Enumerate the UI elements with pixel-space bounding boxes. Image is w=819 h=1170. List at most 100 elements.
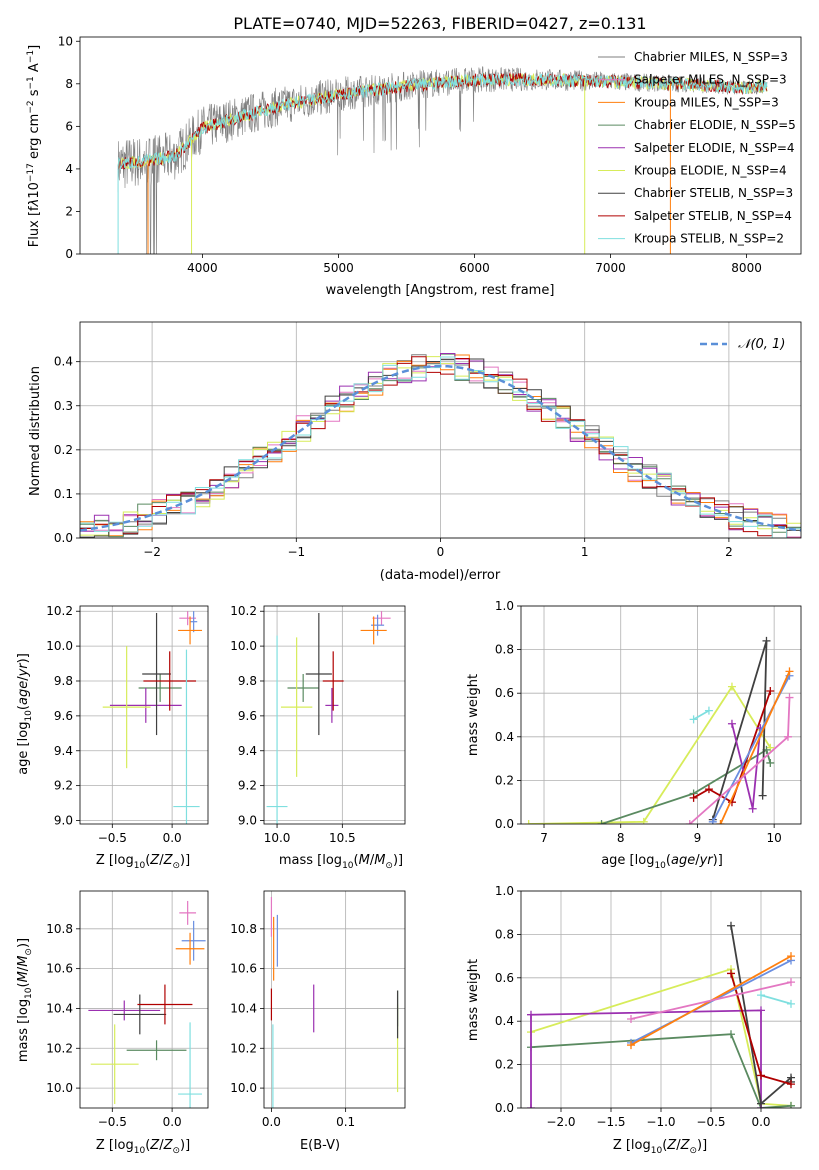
weight-marker: [757, 1071, 765, 1080]
y-tick-label: 9.0: [54, 814, 73, 828]
gauss-legend: 𝒩(0, 1): [700, 337, 785, 352]
errorbar-point: [138, 674, 182, 702]
y-tick-label: 0.1: [54, 487, 73, 501]
weight-marker: [758, 791, 767, 800]
x-tick-label: 7: [540, 831, 548, 845]
axes-frame: [79, 605, 209, 825]
x-tick-label: 2: [725, 545, 733, 559]
y-tick-label: 10.2: [46, 1041, 73, 1055]
errorbar-point: [126, 1040, 187, 1061]
weight-vs-age-panel: 7 8 9 10 0.0 0.2 0.4 0.6 0.8 1.0: [495, 599, 802, 845]
x-tick-label: −1.5: [596, 1115, 625, 1129]
y-tick-label: 0.0: [495, 817, 514, 831]
y-tick-label: 10.6: [230, 962, 257, 976]
axes-frame: [79, 890, 209, 1109]
x-tick-label: 7000: [595, 261, 626, 275]
figure-title: PLATE=0740, MJD=52263, FIBERID=0427, z=0…: [233, 14, 646, 33]
y-tick-label: 0.6: [495, 971, 514, 985]
weight-marker: [527, 1104, 535, 1108]
weight-marker: [766, 758, 775, 767]
weight-vs-metallicity-ylabel: mass weight: [466, 959, 481, 1041]
y-tick-label: 10.0: [46, 639, 73, 653]
plot-area: [88, 900, 206, 1108]
weight-vs-age-ylabel: mass weight: [466, 674, 481, 756]
model-spectrum: [117, 72, 768, 171]
y-tick-label: 10.0: [230, 1081, 257, 1095]
x-tick-label: 6000: [459, 261, 490, 275]
weight-marker: [716, 820, 725, 824]
errorbar-point: [178, 616, 203, 645]
x-tick-label: 8: [617, 831, 625, 845]
y-tick-label: 0.2: [495, 1058, 514, 1072]
errorbar-point: [360, 616, 387, 645]
plot-area: [270, 896, 399, 1108]
y-tick-label: 0.0: [54, 531, 73, 545]
x-tick-label: 5000: [323, 261, 354, 275]
errorbar-point: [143, 651, 197, 711]
y-tick-label: 10.2: [230, 1041, 257, 1055]
weight-vs-metallicity-xlabel: Z [log10(Z/Z⊙)]: [613, 1138, 707, 1156]
weight-marker: [727, 682, 736, 691]
plot-area: [102, 611, 203, 824]
y-tick-label: 10: [58, 34, 73, 48]
x-tick-label: 0.0: [163, 831, 182, 845]
gauss-legend-label: 𝒩(0, 1): [738, 337, 785, 352]
errorbar-point: [372, 611, 391, 626]
residual-ylabel: Normed distribution: [28, 366, 43, 496]
gaussian-curve: [80, 364, 801, 532]
axes-frame: [520, 890, 802, 1109]
spectrum-ylabel: Flux [fλ10−17 erg cm−2 s−1 A−1]: [26, 45, 42, 247]
errorbar-point: [179, 900, 197, 925]
plot-area: [80, 353, 801, 538]
mass-vs-ebv-xlabel: E(B-V): [300, 1138, 340, 1153]
errorbar-point: [113, 994, 167, 1035]
y-tick-label: 8: [65, 77, 73, 91]
weight-marker: [787, 978, 795, 987]
y-tick-label: 0.3: [54, 399, 73, 413]
weight-marker: [704, 706, 713, 715]
errorbar-point: [325, 687, 339, 723]
weight-marker: [527, 1010, 535, 1019]
errorbar-point: [181, 920, 206, 961]
x-tick-label: 0.0: [262, 1115, 281, 1129]
mass-vs-metallicity-ylabel: mass [log10(M/M⊙)]: [16, 938, 34, 1062]
legend-label: Kroupa STELIB, N_SSP=2: [634, 232, 784, 246]
x-tick-label: 1: [581, 545, 589, 559]
y-tick-label: 10.0: [46, 1081, 73, 1095]
mass-vs-metallicity-xlabel: Z [log10(Z/Z⊙)]: [96, 1138, 190, 1156]
legend-label: Chabrier STELIB, N_SSP=3: [634, 186, 793, 200]
y-tick-label: 0.2: [54, 443, 73, 457]
y-tick-label: 9.2: [238, 779, 257, 793]
x-tick-label: −2.0: [546, 1115, 575, 1129]
x-tick-label: 4000: [187, 261, 218, 275]
weight-marker: [762, 636, 771, 645]
legend-label: Chabrier MILES, N_SSP=3: [634, 50, 788, 64]
weight-marker: [727, 719, 736, 728]
weight-marker: [785, 693, 794, 702]
weight-line: [528, 685, 772, 824]
y-tick-label: 4: [65, 162, 73, 176]
axes-frame: [79, 36, 802, 255]
weight-marker: [704, 785, 713, 794]
x-tick-label: −1: [287, 545, 305, 559]
y-tick-label: 9.8: [238, 674, 257, 688]
age-vs-metallicity-ylabel: age [log10(age/yr)]: [16, 653, 34, 775]
errorbar-point: [178, 1022, 203, 1108]
legend-label: Kroupa ELODIE, N_SSP=4: [634, 164, 787, 178]
weight-marker: [639, 817, 648, 824]
spectrum-legend: Chabrier MILES, N_SSP=3 Salpeter MILES, N…: [598, 50, 796, 246]
weight-marker: [783, 732, 792, 741]
weight-marker: [757, 1099, 765, 1108]
weight-line: [719, 671, 791, 824]
y-tick-label: 10.6: [46, 962, 73, 976]
weight-marker: [685, 820, 694, 824]
x-tick-label: 8000: [731, 261, 762, 275]
errorbar-point: [109, 687, 182, 723]
x-tick-label: −0.5: [696, 1115, 725, 1129]
y-tick-label: 0.6: [495, 686, 514, 700]
errorbar-point: [173, 649, 200, 824]
y-tick-label: 6: [65, 119, 73, 133]
y-tick-label: 9.4: [238, 744, 257, 758]
x-tick-label: 0: [437, 545, 445, 559]
spectrum-panel: 4000 5000 6000 7000 8000 0 2 4 6 8 10: [58, 34, 802, 275]
